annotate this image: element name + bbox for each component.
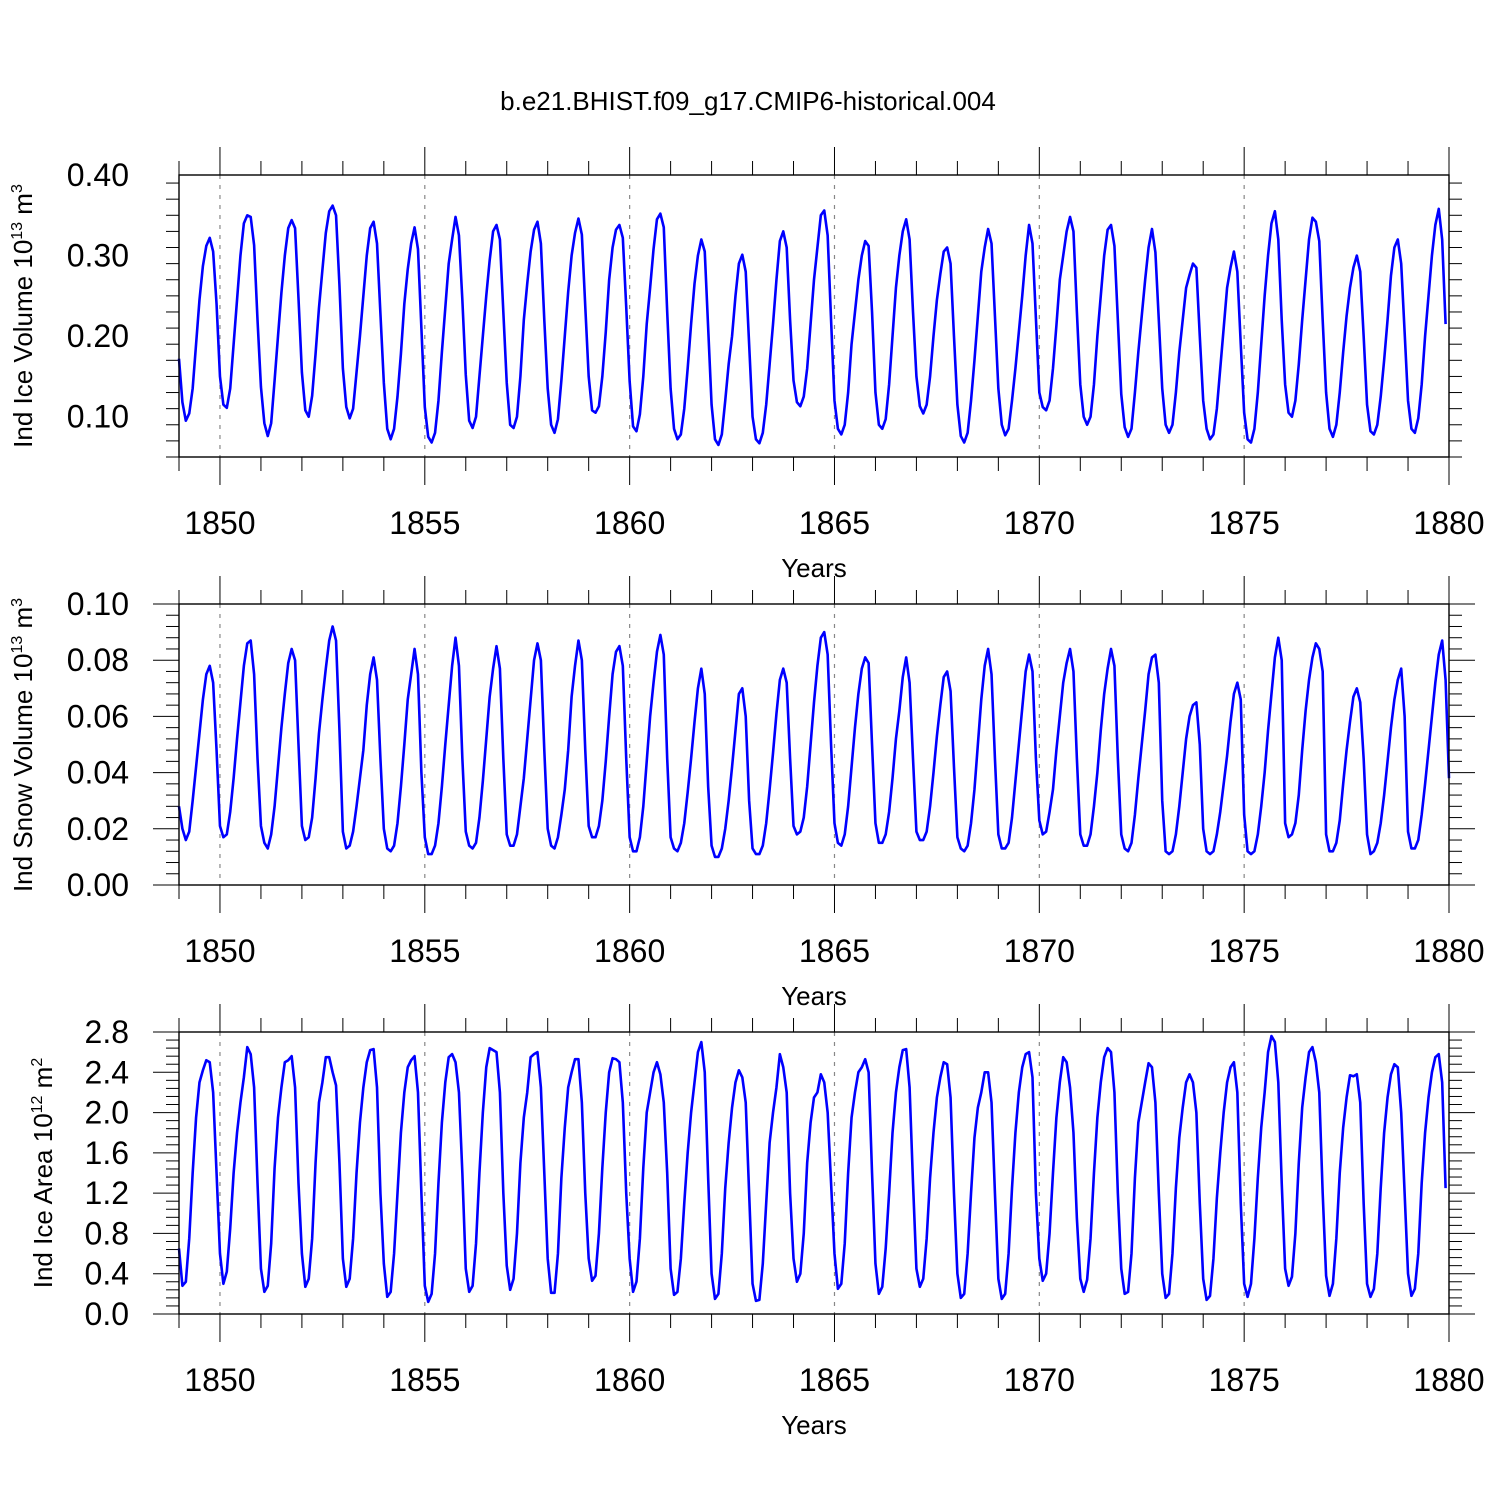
ice_volume-xtick-label: 1855	[389, 505, 460, 541]
ice_area-panel: 0.0 0.4 0.8 1.2 1.6 2.0 2.4 2.8 1850 1855 1860 1865…	[28, 1004, 1485, 1440]
snow_volume-ytick-label: 0.08	[67, 642, 129, 678]
snow_volume-ylabel: Ind Snow Volume 1013 m3	[8, 598, 38, 892]
snow_volume-ytick-label: 0.10	[67, 586, 129, 622]
snow_volume-xtick-label: 1865	[799, 933, 870, 969]
ice_area-xtick-label: 1865	[799, 1362, 870, 1398]
ice_area-series-line	[177, 1034, 1447, 1304]
snow_volume-xlabel: Years	[781, 981, 847, 1011]
ice_volume-xlabel: Years	[781, 553, 847, 583]
ice_volume-xtick-label: 1880	[1413, 505, 1484, 541]
ice_volume-xtick-label: 1860	[594, 505, 665, 541]
snow_volume-xtick-label: 1850	[184, 933, 255, 969]
ice_area-ylabel: Ind Ice Area 1012 m2	[28, 1058, 58, 1289]
ice_area-ytick-label: 0.8	[85, 1215, 129, 1251]
snow_volume-ytick-label: 0.00	[67, 867, 129, 903]
ice_volume-xtick-label: 1850	[184, 505, 255, 541]
ice_volume-panel: 0.10 0.20 0.30 0.40 1850 1855 1860 1865 1870 1875…	[8, 147, 1485, 583]
snow_volume-series-line	[177, 625, 1451, 859]
ice_area-ytick-label: 1.2	[85, 1175, 129, 1211]
snow_volume-panel: 0.00 0.02 0.04 0.06 0.08 0.10 1850 1855 1860 1865…	[8, 576, 1485, 1011]
ice_area-xtick-label: 1860	[594, 1362, 665, 1398]
ice_area-ytick-label: 0.4	[85, 1256, 129, 1292]
ice_volume-series-line	[177, 204, 1447, 447]
snow_volume-xtick-label: 1860	[594, 933, 665, 969]
ice_volume-xtick-label: 1865	[799, 505, 870, 541]
snow_volume-xtick-label: 1880	[1413, 933, 1484, 969]
ice_area-ytick-label: 2.4	[85, 1054, 129, 1090]
ice_area-xtick-label: 1850	[184, 1362, 255, 1398]
ice_area-ytick-label: 0.0	[85, 1296, 129, 1332]
snow_volume-xtick-label: 1855	[389, 933, 460, 969]
ice_area-ytick-label: 1.6	[85, 1135, 129, 1171]
snow_volume-ytick-label: 0.02	[67, 811, 129, 847]
ice_volume-frame	[178, 174, 1450, 458]
ice_area-xtick-label: 1855	[389, 1362, 460, 1398]
ice_volume-xtick-label: 1875	[1209, 505, 1280, 541]
ice_volume-ytick-label: 0.40	[67, 157, 129, 193]
ice_volume-ytick-label: 0.10	[67, 399, 129, 435]
snow_volume-xtick-label: 1875	[1209, 933, 1280, 969]
ice_area-xtick-label: 1875	[1209, 1362, 1280, 1398]
ice_area-ytick-label: 2.8	[85, 1014, 129, 1050]
ice_area-frame	[178, 1031, 1450, 1315]
snow_volume-xtick-label: 1870	[1004, 933, 1075, 969]
snow_volume-ytick-label: 0.06	[67, 698, 129, 734]
ice_area-xtick-label: 1870	[1004, 1362, 1075, 1398]
snow_volume-ytick-label: 0.04	[67, 755, 129, 791]
figure-title: b.e21.BHIST.f09_g17.CMIP6-historical.004	[500, 86, 996, 116]
ice_volume-ytick-label: 0.30	[67, 238, 129, 274]
ice_area-ytick-label: 2.0	[85, 1095, 129, 1131]
snow_volume-frame	[178, 603, 1450, 886]
ice_area-xtick-label: 1880	[1413, 1362, 1484, 1398]
ice_area-xlabel: Years	[781, 1410, 847, 1440]
ice_volume-ytick-label: 0.20	[67, 318, 129, 354]
ice_volume-xtick-label: 1870	[1004, 505, 1075, 541]
ice_volume-ylabel: Ind Ice Volume 1013 m3	[8, 184, 38, 448]
